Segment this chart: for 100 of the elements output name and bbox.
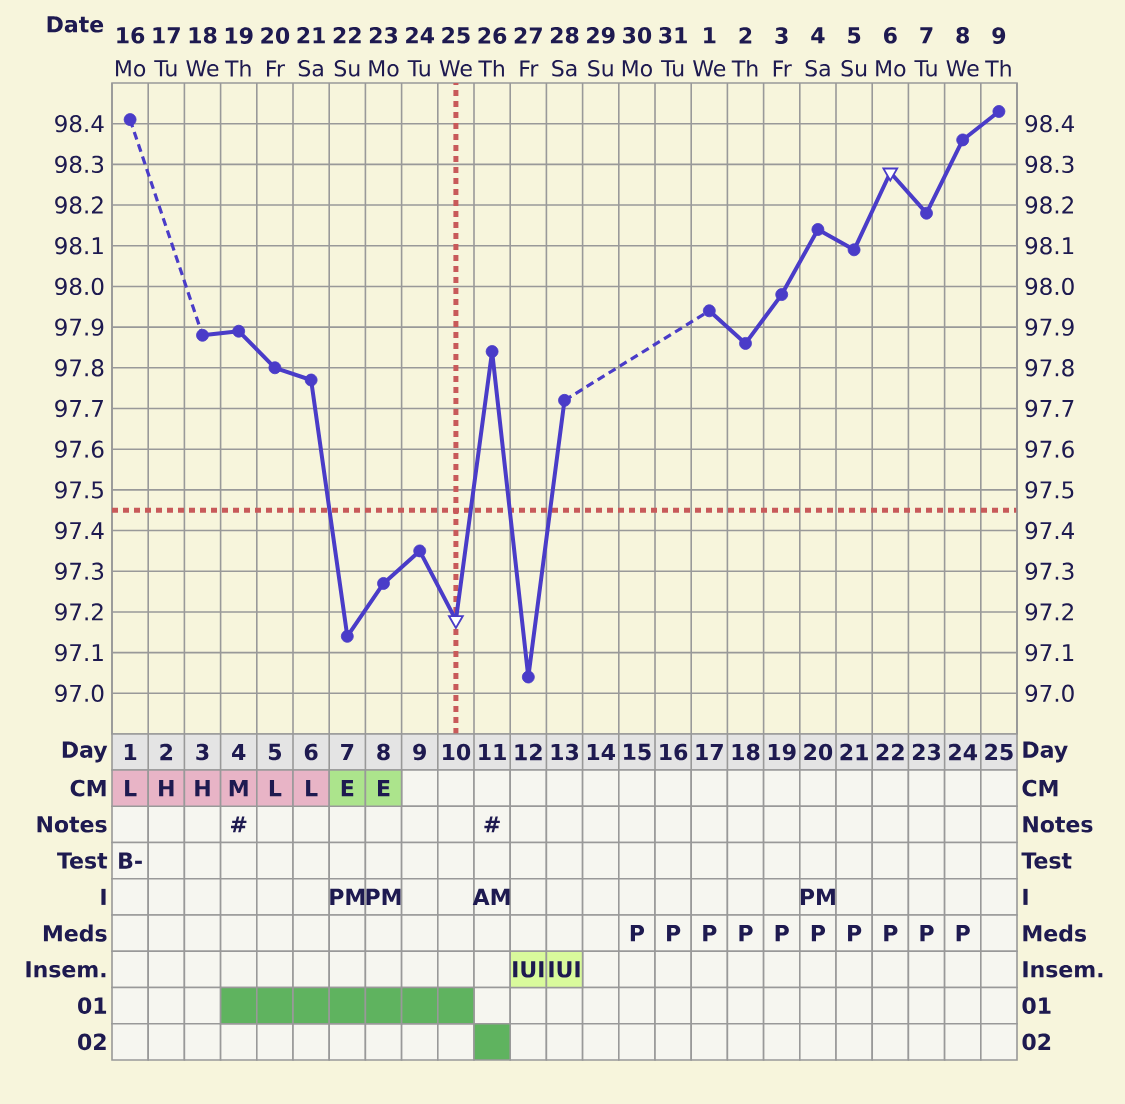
y2-tick-label: 98.4 [1025, 114, 1074, 133]
x2-tick-label: 10 [443, 743, 471, 761]
text: IUI [549, 961, 580, 978]
text: M [229, 780, 248, 797]
x2-tick-label: 1 [124, 743, 137, 761]
point [992, 105, 1006, 118]
text: P [667, 925, 681, 942]
y2-tick-label: 97.2 [1025, 603, 1073, 621]
y2-tick-label: 97.1 [1025, 643, 1074, 662]
x2-axis-title: Day [62, 741, 108, 763]
y2-tick-label: 97.3 [1025, 562, 1074, 580]
x-tick-label: 22 Su [333, 26, 361, 77]
x2-tick-label: 6 [304, 743, 318, 761]
text: E [378, 780, 390, 797]
x2-tick-label: 12 [515, 743, 542, 761]
point [340, 629, 354, 643]
y-tick-label: 98.3 [55, 155, 104, 174]
x2-tick-label: 13 [551, 743, 579, 761]
x-tick-label: 20 Fr [261, 27, 290, 77]
y-tick-label: 97.9 [55, 318, 104, 336]
x-tick-label: 28 Sa [550, 26, 579, 77]
category-label: 01 [1022, 997, 1051, 1014]
y-tick-label: 98.1 [55, 237, 103, 255]
text: B- [119, 852, 142, 869]
text: P [775, 925, 789, 942]
x-tick-label: 21 Sa [297, 26, 325, 77]
x2-tick-label: 9 [413, 743, 426, 761]
y2-tick-label: 98.0 [1025, 277, 1074, 296]
x2-tick-label: 2 [160, 743, 173, 761]
x-tick-label: 18 We [186, 26, 219, 77]
category-label: Test [57, 852, 108, 869]
text: AM [472, 888, 510, 905]
y2-tick-label: 97.5 [1025, 481, 1074, 499]
text: L [306, 780, 318, 797]
text: Day [1023, 741, 1068, 763]
x-tick-label: 19 Th [224, 27, 253, 77]
x2-tick-label: 20 [804, 743, 833, 761]
x-tick-label: 7 Tu [914, 27, 937, 77]
x-tick-label: 16 Mo [116, 26, 146, 77]
y-tick-label: 98.4 [55, 114, 104, 133]
text: L [125, 780, 137, 797]
x-tick-label: 31 Tu [659, 26, 687, 77]
category-label: I [1023, 888, 1028, 905]
y-tick-label: 97.2 [55, 603, 103, 621]
point [882, 167, 899, 182]
x-tick-label: 5 Su [841, 27, 867, 77]
text: P [811, 925, 826, 942]
category-label: CM [1022, 779, 1058, 797]
point [232, 324, 246, 338]
y2-tick-label: 98.3 [1025, 155, 1074, 174]
y2-tick-label: 97.7 [1025, 399, 1074, 418]
y2-tick-label: 97.6 [1025, 440, 1074, 458]
y2-tick-label: 97.9 [1025, 318, 1074, 336]
text: P [630, 925, 645, 942]
x2-tick-label: 17 [696, 743, 723, 761]
category-label: 02 [78, 1033, 106, 1051]
x2-tick-label: 3 [196, 743, 209, 761]
x-tick-label: 3 Fr [773, 27, 792, 77]
y2-tick-label: 98.1 [1025, 237, 1074, 255]
y-tick-label: 97.1 [55, 643, 103, 662]
x-tick-label: 29 Su [587, 26, 615, 77]
category-label: Insem. [1023, 961, 1103, 978]
x-tick-label: 23 Mo [369, 26, 399, 77]
x-tick-label: 8 We [946, 26, 979, 77]
point [702, 304, 716, 318]
x-tick-label: 9 Th [985, 27, 1011, 77]
text: H [195, 780, 210, 797]
x2-tick-label: 23 [912, 743, 941, 761]
x-tick-label: 4 Sa [805, 27, 830, 77]
text: E [341, 780, 354, 797]
y2-tick-label: 97.8 [1025, 359, 1074, 377]
point [775, 288, 789, 301]
y-tick-label: 97.3 [55, 562, 104, 580]
x2-tick-label: 25 [985, 743, 1013, 761]
y2-tick-label: 98.2 [1025, 196, 1073, 214]
point [196, 328, 209, 342]
text: # [230, 816, 247, 833]
x-tick-label: 17 Tu [153, 27, 180, 77]
text: L [269, 780, 282, 797]
x-tick-label: 6 Mo [876, 26, 906, 77]
text: # [484, 816, 500, 833]
text: P [703, 925, 717, 942]
category-label: I [101, 888, 106, 905]
category-label: Test [1021, 852, 1072, 869]
point [485, 345, 499, 358]
x2-tick-label: 24 [949, 743, 978, 761]
point [304, 373, 318, 387]
category-label: 02 [1022, 1033, 1051, 1051]
x-tick-label: 25 We [439, 26, 472, 77]
x2-tick-label: 4 [232, 743, 246, 761]
text: P [739, 925, 753, 942]
y-tick-label: 97.0 [55, 684, 104, 702]
category-label: Meds [1023, 924, 1087, 942]
y-tick-label: 97.6 [55, 440, 104, 458]
point [123, 113, 137, 127]
point [739, 336, 752, 350]
y-tick-label: 97.8 [55, 359, 104, 377]
x2-tick-label: 16 [660, 743, 688, 761]
text: P [848, 925, 862, 942]
text: IUI [513, 961, 544, 978]
